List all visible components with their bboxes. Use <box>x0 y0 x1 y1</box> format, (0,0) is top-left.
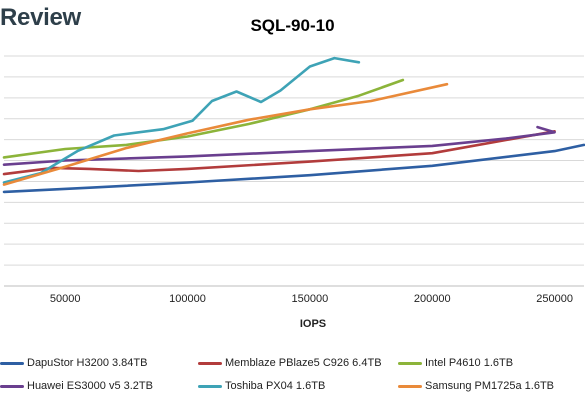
legend-swatch <box>198 384 222 388</box>
series-line-2 <box>2 78 405 159</box>
legend-item: DapuStor H3200 3.84TB <box>0 357 147 369</box>
series-line-5 <box>2 82 449 186</box>
legend-item: Intel P4610 1.6TB <box>398 357 513 369</box>
gridlines <box>4 55 584 287</box>
legend-label: Huawei ES3000 v5 3.2TB <box>27 380 153 392</box>
legend-label: Intel P4610 1.6TB <box>425 357 514 369</box>
legend-swatch <box>398 384 422 388</box>
legend: DapuStor H3200 3.84TB Memblaze PBlaze5 C9… <box>0 345 585 401</box>
x-tick-labels: 50000 100000 150000 200000 250000 <box>50 293 573 305</box>
x-tick-label: 200000 <box>414 293 451 305</box>
legend-swatch <box>0 361 24 365</box>
x-tick-label: 150000 <box>292 293 329 305</box>
series-lines <box>2 56 585 194</box>
legend-label: Samsung PM1725a 1.6TB <box>425 380 555 392</box>
line-chart: 50000 100000 150000 200000 250000 IOPS <box>2 55 585 330</box>
x-tick-label: 250000 <box>536 293 573 305</box>
x-axis-label: IOPS <box>300 318 326 330</box>
legend-item: Samsung PM1725a 1.6TB <box>398 380 554 392</box>
legend-swatch <box>398 361 422 365</box>
legend-swatch <box>0 384 24 388</box>
brand-logo-text: Review <box>0 4 81 31</box>
legend-item: Memblaze PBlaze5 C926 6.4TB <box>198 357 382 369</box>
chart-title: SQL-90-10 <box>250 16 335 35</box>
series-line-0 <box>2 143 585 194</box>
legend-label: Memblaze PBlaze5 C926 6.4TB <box>225 357 382 369</box>
legend-swatch <box>198 361 222 365</box>
x-tick-label: 50000 <box>50 293 81 305</box>
x-tick-label: 100000 <box>169 293 206 305</box>
legend-item: Toshiba PX04 1.6TB <box>198 380 325 392</box>
legend-label: Toshiba PX04 1.6TB <box>225 380 326 392</box>
legend-item: Huawei ES3000 v5 3.2TB <box>0 380 153 392</box>
legend-label: DapuStor H3200 3.84TB <box>27 357 148 369</box>
series-line-4 <box>2 56 361 184</box>
